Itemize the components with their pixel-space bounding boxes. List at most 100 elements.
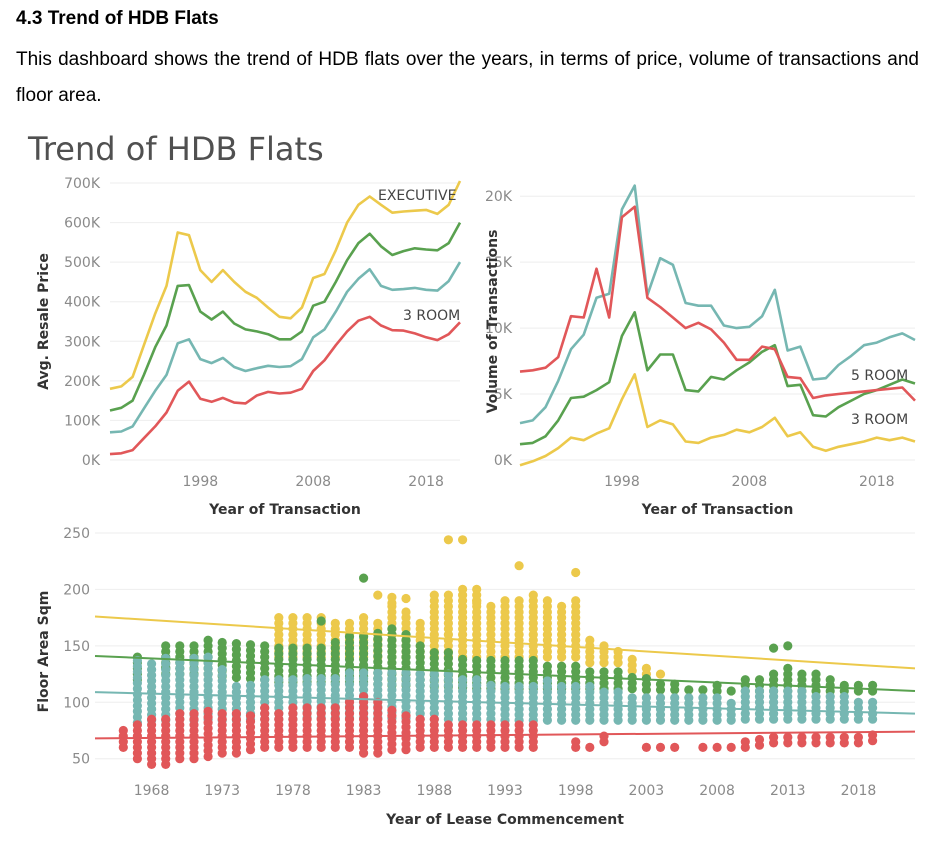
scatter-point — [231, 639, 241, 649]
scatter-point — [797, 686, 807, 696]
scatter-point — [585, 681, 595, 692]
scatter-point — [754, 675, 765, 685]
y-tick-label: 10K — [485, 321, 513, 337]
scatter-point — [147, 714, 157, 724]
scatter-point — [245, 711, 256, 721]
scatter-point — [217, 637, 227, 648]
x-tick-label: 1983 — [346, 783, 382, 799]
scatter-point — [599, 731, 609, 741]
scatter-point — [726, 698, 736, 709]
scatter-point — [203, 706, 213, 716]
y-tick-label: 600K — [64, 216, 101, 232]
scatter-point — [528, 681, 538, 692]
scatter-point — [359, 573, 369, 583]
series-line — [109, 315, 461, 456]
scatter-point — [161, 641, 171, 651]
scatter-point — [161, 714, 171, 724]
scatter-point — [514, 596, 524, 606]
trend-line — [94, 615, 916, 670]
y-tick-label: 0K — [494, 453, 513, 469]
scatter-point — [769, 686, 779, 696]
scatter-point — [443, 590, 453, 600]
x-tick-label: 2008 — [732, 474, 768, 490]
scatter-point — [330, 703, 340, 713]
series-annotation: 5 ROOM — [851, 368, 908, 384]
scatter-point — [344, 668, 355, 678]
scatter-point — [401, 607, 411, 617]
scatter-point — [472, 655, 482, 666]
scatter-point — [359, 668, 369, 678]
scatter-point — [486, 655, 496, 666]
y-tick-label: 500K — [64, 255, 101, 271]
scatter-point — [429, 590, 439, 600]
scatter-point — [599, 687, 609, 697]
x-tick-label: 2003 — [629, 783, 665, 799]
scatter-point — [542, 661, 553, 671]
scatter-point — [316, 703, 326, 713]
scatter-point — [260, 703, 270, 713]
series-line — [519, 184, 916, 425]
scatter-point — [698, 685, 708, 695]
scatter-point — [571, 737, 581, 747]
scatter-point — [571, 661, 581, 671]
scatter-point — [599, 667, 609, 677]
scatter-point — [387, 668, 397, 678]
scatter-point — [415, 669, 425, 679]
scatter-point — [458, 720, 468, 730]
scatter-point — [387, 598, 397, 608]
y-tick-label: 150 — [63, 639, 90, 655]
scatter-point — [415, 618, 425, 628]
scatter-point — [500, 596, 510, 606]
scatter-point — [627, 654, 637, 665]
scatter-point — [811, 692, 821, 702]
scatter-point — [613, 667, 623, 677]
scatter-point — [825, 692, 835, 702]
scatter-point — [684, 693, 694, 703]
y-tick-label: 300K — [64, 334, 101, 350]
y-tick-label: 5K — [494, 387, 513, 403]
scatter-point — [769, 643, 779, 653]
scatter-point — [373, 590, 383, 600]
scatter-point — [712, 742, 722, 753]
x-tick-label: 1978 — [275, 783, 311, 799]
scatter-point — [853, 732, 864, 742]
scatter-point — [132, 720, 142, 730]
y-tick-label: 0K — [82, 453, 101, 469]
scatter-point — [316, 643, 326, 653]
scatter-point — [401, 668, 411, 678]
scatter-point — [302, 643, 312, 653]
scatter-point — [217, 665, 227, 675]
scatter-point — [458, 675, 468, 685]
y-tick-label: 250 — [63, 526, 90, 542]
x-tick-label: 2018 — [408, 474, 444, 490]
scatter-point — [260, 641, 270, 651]
scatter-point — [443, 648, 453, 658]
scatter-point — [783, 663, 793, 674]
scatter-point — [217, 709, 227, 719]
y-axis-title: Floor Area Sqm — [36, 591, 52, 713]
x-tick-label: 2018 — [841, 783, 877, 799]
scatter-point — [585, 667, 595, 677]
scatter-point — [387, 624, 397, 634]
scatter-point — [613, 687, 623, 697]
scatter-point — [231, 681, 241, 692]
scatter-point — [245, 680, 256, 691]
y-tick-label: 200 — [63, 582, 90, 598]
scatter-point — [373, 618, 383, 628]
y-axis-title: Avg. Resale Price — [36, 253, 52, 390]
x-tick-label: 2008 — [699, 783, 735, 799]
scatter-point — [655, 742, 666, 753]
scatter-point — [670, 679, 680, 689]
scatter-point — [344, 632, 355, 642]
scatter-point — [429, 648, 439, 658]
x-tick-label: 1993 — [487, 783, 523, 799]
scatter-point — [514, 655, 524, 666]
scatter-point — [627, 672, 637, 683]
x-tick-label: 1988 — [416, 783, 452, 799]
scatter-point — [670, 693, 680, 703]
scatter-point — [302, 613, 312, 623]
scatter-point — [458, 654, 468, 665]
scatter-point — [783, 732, 793, 742]
trend-line — [94, 730, 916, 740]
